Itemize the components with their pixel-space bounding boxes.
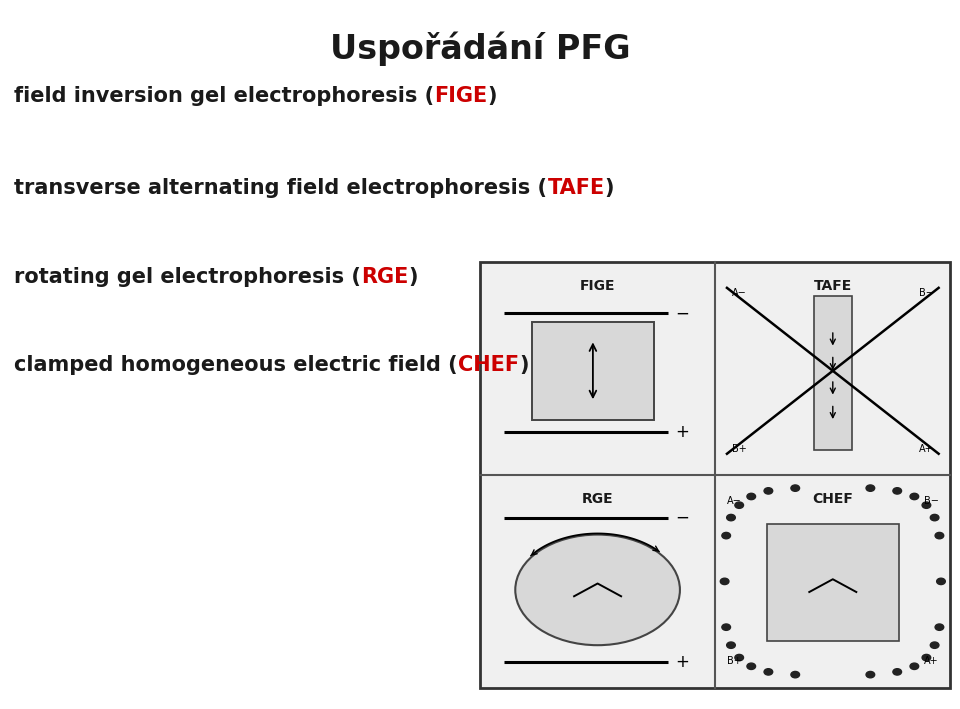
Text: TAFE: TAFE — [814, 279, 852, 294]
Bar — [814, 296, 852, 450]
Text: −: − — [675, 304, 689, 323]
Circle shape — [764, 669, 773, 675]
Text: A+: A+ — [920, 444, 934, 454]
Circle shape — [722, 532, 731, 539]
Text: TAFE: TAFE — [547, 178, 605, 198]
Text: +: + — [675, 653, 689, 671]
Circle shape — [893, 488, 901, 494]
Text: FIGE: FIGE — [435, 86, 488, 106]
Circle shape — [935, 624, 944, 630]
Circle shape — [930, 515, 939, 521]
Circle shape — [866, 671, 875, 678]
Bar — [767, 524, 899, 641]
Text: field inversion gel electrophoresis (: field inversion gel electrophoresis ( — [14, 86, 435, 106]
Text: Uspořádání PFG: Uspořádání PFG — [329, 32, 631, 67]
Circle shape — [935, 532, 944, 539]
Text: CHEF: CHEF — [458, 355, 519, 375]
Text: −: − — [675, 508, 689, 527]
Circle shape — [910, 493, 919, 500]
Text: A+: A+ — [924, 657, 939, 666]
Text: ): ) — [519, 355, 529, 375]
Text: RGE: RGE — [582, 492, 613, 506]
Circle shape — [764, 488, 773, 494]
Circle shape — [734, 654, 743, 661]
Circle shape — [866, 485, 875, 491]
Text: ): ) — [605, 178, 614, 198]
Circle shape — [923, 654, 931, 661]
Text: ): ) — [488, 86, 497, 106]
Circle shape — [734, 502, 743, 508]
Circle shape — [722, 624, 731, 630]
Text: CHEF: CHEF — [812, 492, 853, 506]
Circle shape — [937, 579, 946, 584]
Circle shape — [747, 493, 756, 500]
Text: RGE: RGE — [361, 267, 409, 286]
Bar — [532, 322, 654, 420]
Text: rotating gel electrophoresis (: rotating gel electrophoresis ( — [14, 267, 361, 286]
Circle shape — [923, 502, 931, 508]
Text: B−: B− — [924, 496, 939, 506]
Bar — [480, 262, 950, 688]
Text: B−: B− — [919, 288, 934, 298]
Circle shape — [720, 578, 729, 584]
Text: ): ) — [409, 267, 419, 286]
Text: +: + — [675, 423, 689, 442]
Circle shape — [791, 671, 800, 678]
Ellipse shape — [516, 535, 680, 645]
Circle shape — [727, 515, 735, 521]
Circle shape — [893, 669, 901, 675]
Text: B+: B+ — [732, 444, 747, 454]
Circle shape — [930, 642, 939, 648]
Circle shape — [910, 663, 919, 669]
Text: FIGE: FIGE — [580, 279, 615, 294]
Circle shape — [791, 485, 800, 491]
Text: B+: B+ — [727, 657, 742, 666]
Circle shape — [727, 642, 735, 648]
Text: clamped homogeneous electric field (: clamped homogeneous electric field ( — [14, 355, 458, 375]
Circle shape — [747, 663, 756, 669]
Text: A−: A− — [732, 288, 747, 298]
Text: transverse alternating field electrophoresis (: transverse alternating field electrophor… — [14, 178, 547, 198]
Text: A−: A− — [727, 496, 742, 506]
